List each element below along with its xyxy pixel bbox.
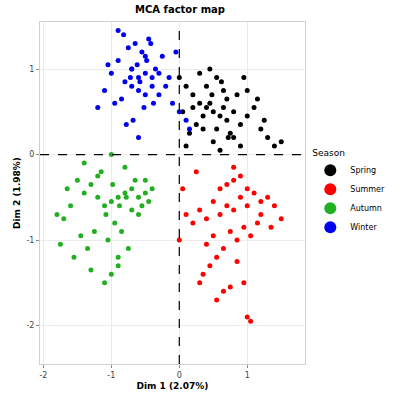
svg-text:Autumn: Autumn [350, 204, 382, 213]
svg-text:-2: -2 [39, 371, 47, 380]
svg-text:Spring: Spring [350, 166, 376, 175]
svg-text:0: 0 [29, 150, 34, 159]
svg-text:1: 1 [29, 65, 34, 74]
svg-text:1: 1 [245, 371, 250, 380]
svg-text:Season: Season [312, 148, 345, 158]
svg-text:Dim 2 (1.98%): Dim 2 (1.98%) [12, 157, 22, 229]
svg-text:-2: -2 [26, 321, 34, 330]
svg-text:MCA factor map: MCA factor map [135, 4, 225, 15]
svg-text:Winter: Winter [350, 223, 377, 232]
svg-text:Dim 1 (2.07%): Dim 1 (2.07%) [137, 381, 209, 391]
svg-text:Summer: Summer [350, 185, 385, 194]
svg-text:-1: -1 [26, 236, 34, 245]
svg-text:0: 0 [177, 371, 182, 380]
svg-text:-1: -1 [107, 371, 115, 380]
